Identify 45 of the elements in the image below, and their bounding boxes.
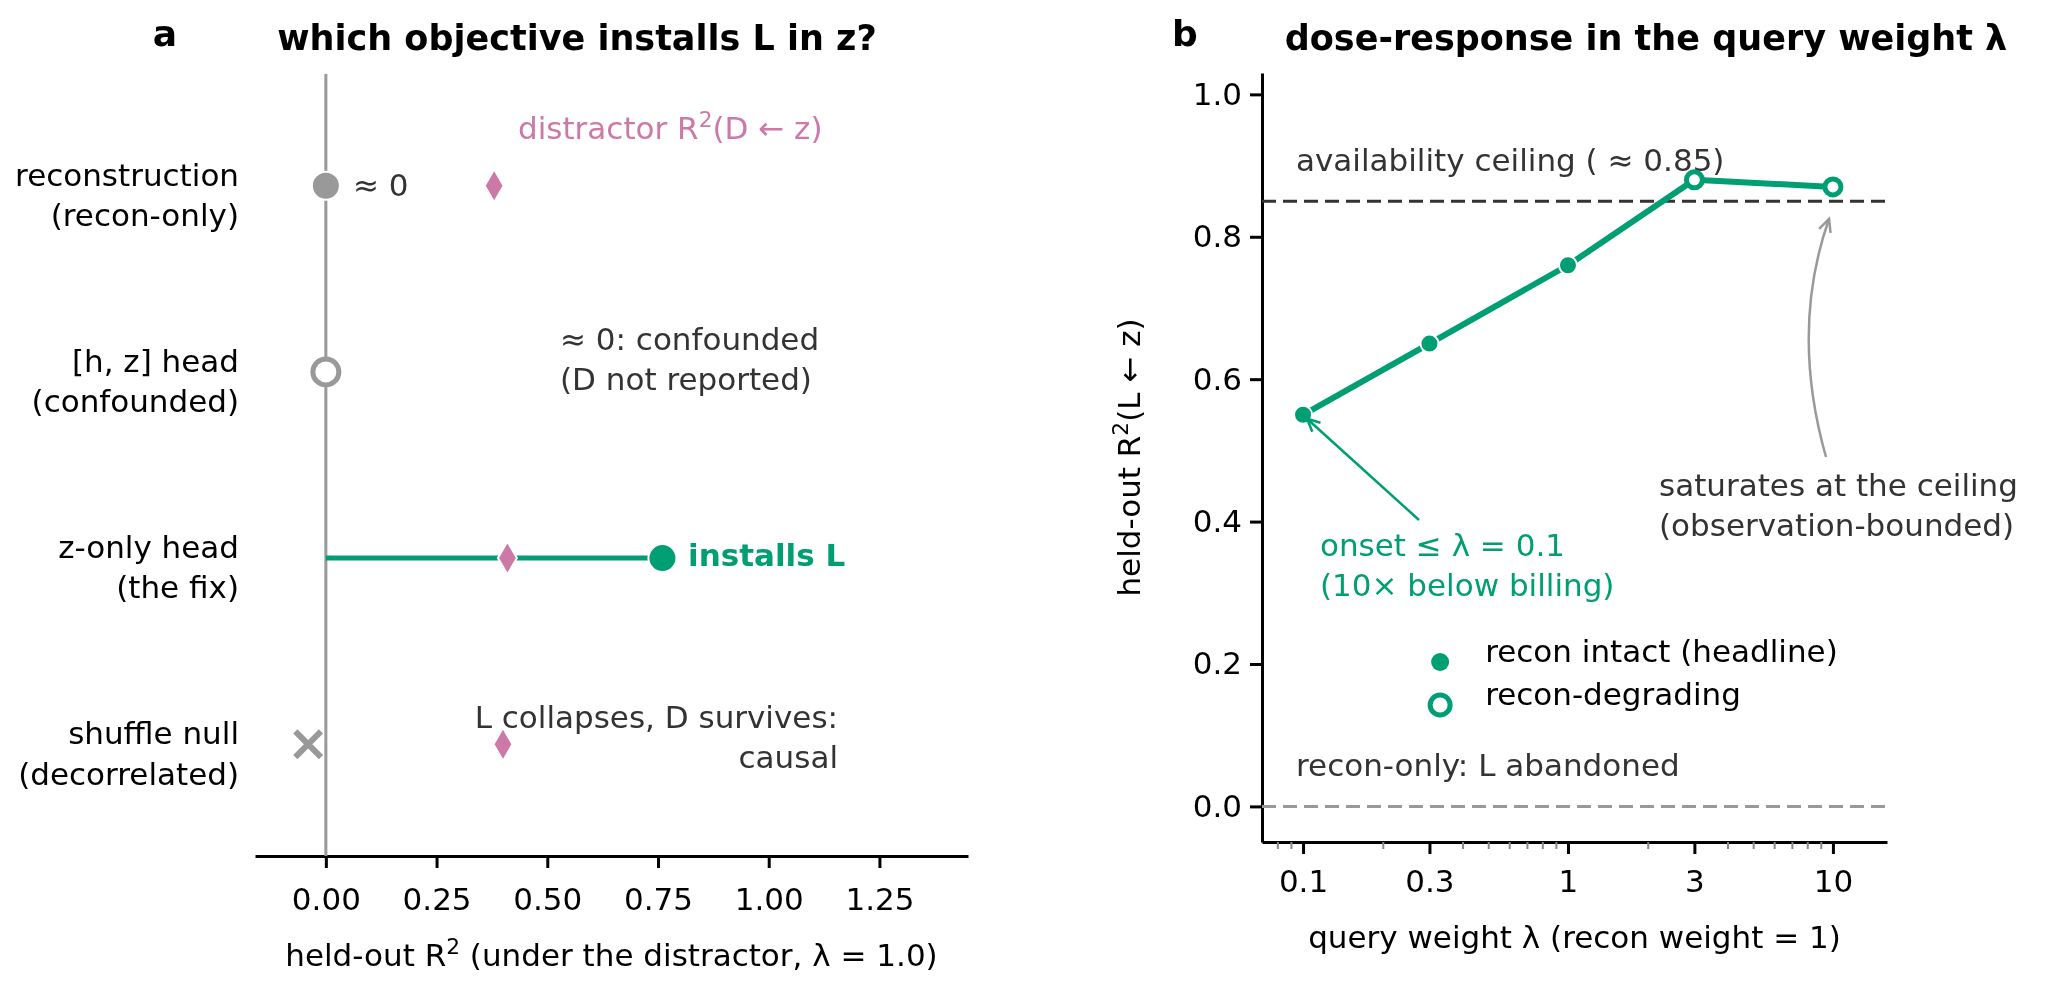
x-tick-label: 0.1 bbox=[1278, 863, 1329, 900]
text: a bbox=[152, 13, 178, 54]
x-tick-label: 0.00 bbox=[291, 881, 361, 918]
point bbox=[1293, 404, 1314, 425]
point bbox=[1557, 255, 1578, 276]
y-tick-label: 0.4 bbox=[1192, 503, 1242, 539]
y-tick-label: reconstruction (recon-only) bbox=[15, 156, 239, 234]
y-tick-label: 1.0 bbox=[1192, 75, 1242, 112]
chart-title: dose-response in the query weight λ bbox=[1284, 18, 2008, 58]
y-tick-label: 0.2 bbox=[1192, 645, 1242, 682]
annotation: L collapses, D survives: causal bbox=[474, 699, 838, 776]
annotation: ≈ 0: confounded (D not reported) bbox=[560, 321, 820, 398]
x-tick-label: 3 bbox=[1685, 863, 1705, 900]
x-tick-label: 0.75 bbox=[623, 881, 694, 918]
annotation: saturates at the ceiling (observation-bounded) bbox=[1659, 467, 2018, 544]
x-tick-label: 1 bbox=[1558, 863, 1579, 900]
point bbox=[310, 356, 342, 388]
ref-line-label: recon-only: L abandoned bbox=[1296, 747, 1680, 784]
x-axis-title: held-out R$^{2}$ (under the distractor, λ = 1.0) bbox=[285, 933, 938, 973]
y-tick-label: shuffle null (decorrelated) bbox=[18, 715, 239, 792]
x-tick-label: 0.50 bbox=[513, 881, 583, 918]
x-tick-label: 0.25 bbox=[402, 881, 472, 918]
text: b bbox=[1172, 13, 1198, 54]
chart-title: which objective installs L in z? bbox=[277, 18, 877, 58]
y-tick-label: 0.0 bbox=[1192, 787, 1242, 824]
point bbox=[1822, 176, 1844, 198]
x-tick-label: 0.3 bbox=[1405, 863, 1455, 900]
annotation: ≈ 0 bbox=[353, 167, 409, 203]
annotation: installs L bbox=[688, 537, 846, 573]
point bbox=[647, 543, 678, 574]
annotation: onset ≤ λ = 0.1 (10× below billing) bbox=[1320, 527, 1615, 604]
y-tick-label: 0.6 bbox=[1192, 360, 1242, 397]
point bbox=[292, 728, 324, 761]
legend-label: recon intact (headline) bbox=[1485, 633, 1838, 669]
x-tick-label: 1.25 bbox=[845, 881, 915, 918]
y-tick-label: [h, z] head (confounded) bbox=[31, 342, 239, 420]
x-axis-title: query weight λ (recon weight = 1) bbox=[1308, 919, 1841, 955]
y-tick-label: 0.8 bbox=[1192, 218, 1242, 255]
legend-label: recon-degrading bbox=[1485, 676, 1741, 712]
y-tick-label: z-only head (the fix) bbox=[58, 529, 239, 606]
ref-line-label: availability ceiling ( ≈ 0.85) bbox=[1296, 142, 1725, 179]
x-tick-label: 1.00 bbox=[734, 881, 804, 918]
x-tick-label: 10 bbox=[1813, 863, 1854, 900]
point bbox=[310, 170, 341, 201]
annotation: distractor R$^{2}$(D ← z) bbox=[518, 106, 823, 146]
